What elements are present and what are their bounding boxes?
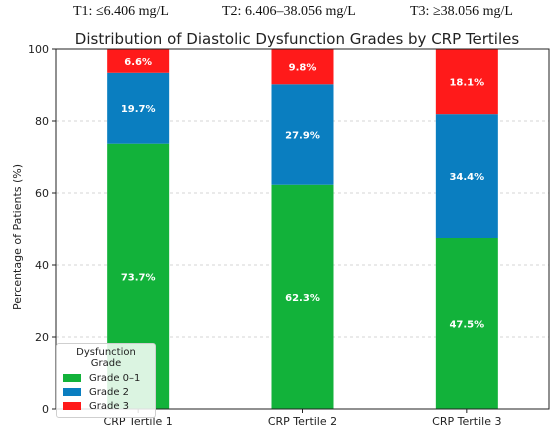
legend-title: Dysfunction Grade (76, 347, 136, 369)
axes: 0 20 40 60 80 100 CRP Tertile 1 CRP Tertile 2 CR… (28, 43, 550, 428)
data-label: 19.7% (121, 104, 156, 115)
y-tick-label: 40 (35, 259, 49, 272)
bar-segment-grade-2 (271, 84, 334, 185)
bar-segment-grade-2 (107, 72, 170, 144)
data-label: 9.8% (289, 63, 317, 74)
legend-swatch-grade-0-1 (63, 374, 81, 382)
bars: 73.7% 19.7% 6.6% 62.3% 27.9% 9.8% 47.5% 34.4% 18… (107, 49, 498, 409)
data-label: 6.6% (124, 57, 152, 68)
tertile-header-1: T1: ≤6.406 mg/L (73, 4, 169, 19)
x-tick-label: CRP Tertile 2 (268, 415, 337, 428)
y-axis-label: Percentage of Patients (%) (11, 164, 24, 310)
legend-label-grade-0-1: Grade 0–1 (89, 372, 141, 384)
tertile-header-3: T3: ≥38.056 mg/L (410, 4, 513, 19)
plot-frame (55, 48, 550, 410)
data-label: 47.5% (449, 320, 484, 331)
bar-segment-grade-0-1 (271, 184, 334, 409)
legend-swatch-grade-3 (63, 402, 81, 410)
x-tick-label: CRP Tertile 3 (432, 415, 501, 428)
data-label: 27.9% (285, 131, 320, 142)
legend-item-grade-0-1: Grade 0–1 (63, 371, 149, 385)
data-label: 62.3% (285, 293, 320, 304)
legend-label-grade-2: Grade 2 (89, 386, 130, 398)
bar-segment-grade-3 (107, 49, 170, 73)
data-label: 18.1% (449, 78, 484, 89)
y-tick-label: 60 (35, 187, 49, 200)
y-tick-label: 20 (35, 331, 49, 344)
data-label: 34.4% (449, 172, 484, 183)
y-tick-label: 80 (35, 115, 49, 128)
bar-segment-grade-3 (271, 49, 334, 85)
legend-swatch-grade-2 (63, 388, 81, 396)
data-label: 73.7% (121, 272, 156, 283)
chart-title: Distribution of Diastolic Dysfunction Gr… (75, 30, 520, 48)
x-tick-label: CRP Tertile 1 (104, 415, 173, 428)
bar-segment-grade-0-1 (435, 238, 498, 409)
y-tick-label: 100 (28, 43, 49, 56)
legend-item-grade-3: Grade 3 (63, 399, 149, 413)
tertile-header-2: T2: 6.406–38.056 mg/L (222, 4, 356, 19)
y-tick-label: 0 (42, 403, 49, 416)
legend-item-grade-2: Grade 2 (63, 385, 149, 399)
bar-segment-grade-3 (435, 49, 498, 115)
legend: Dysfunction Grade Grade 0–1 Grade 2 Grad… (56, 343, 156, 418)
bar-segment-grade-2 (435, 114, 498, 238)
legend-label-grade-3: Grade 3 (89, 400, 130, 412)
